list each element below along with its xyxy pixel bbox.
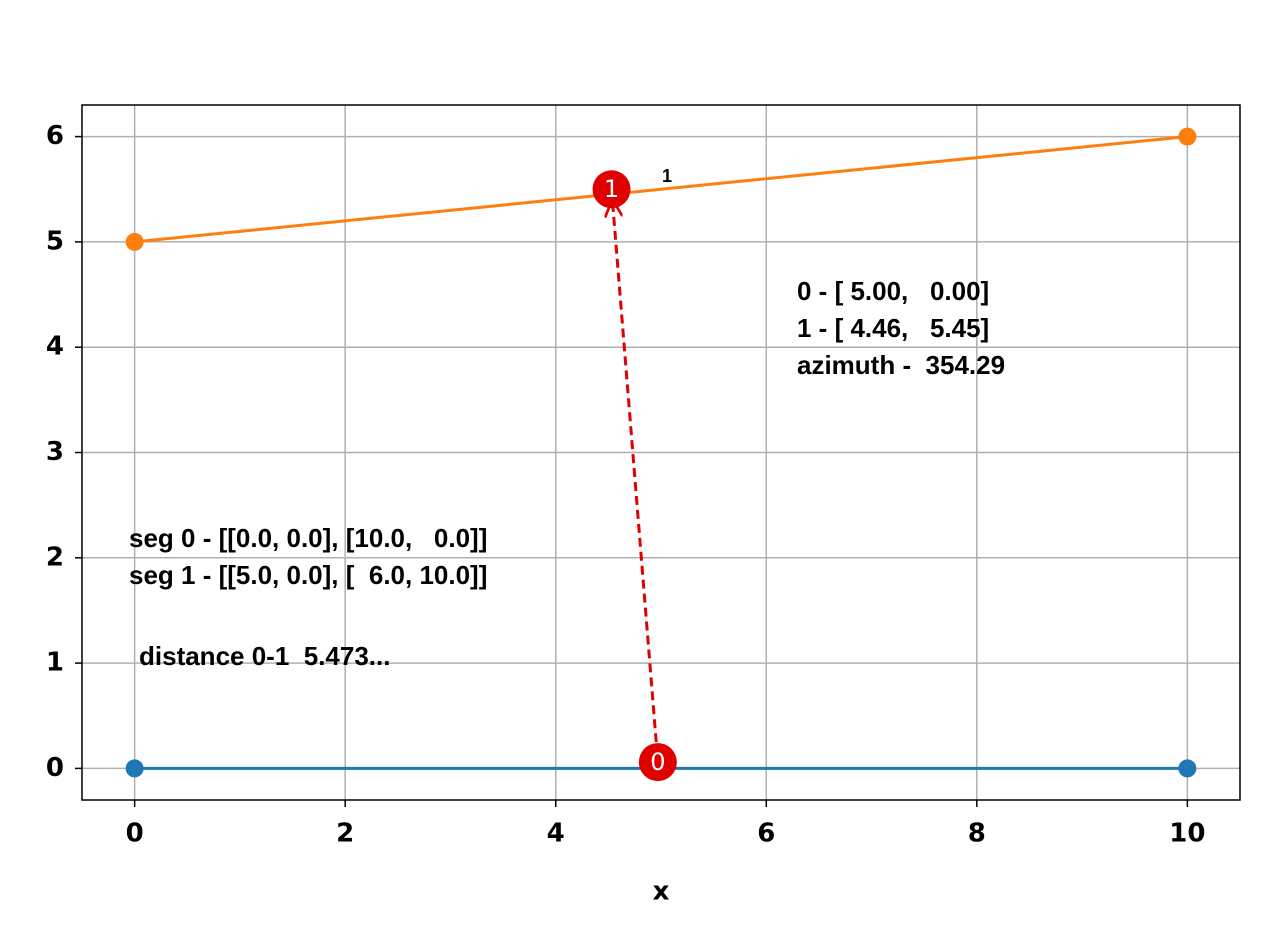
series-marker: [1178, 759, 1197, 778]
point-marker: [592, 170, 631, 209]
y-tick-label: 1: [46, 648, 64, 678]
y-tick-label: 0: [46, 753, 64, 783]
series-marker: [125, 759, 144, 778]
series-marker: [1178, 127, 1197, 146]
annotation: 1 - [ 4.46, 5.45]: [797, 313, 989, 343]
x-axis-label: x: [653, 877, 670, 907]
y-tick-label: 3: [46, 437, 64, 467]
series-marker: [125, 232, 144, 251]
annotation: 0 - [ 5.00, 0.00]: [797, 276, 989, 306]
series-line: [134, 135, 1188, 244]
point-marker: [638, 743, 677, 782]
y-tick-label: 6: [46, 121, 64, 151]
distance-arrow: [612, 201, 658, 743]
x-tick-label: 6: [757, 819, 775, 849]
x-tick-label: 10: [1169, 819, 1205, 849]
grid: [82, 105, 1240, 800]
y-tick-label: 5: [46, 226, 64, 256]
y-tick-label: 4: [46, 332, 64, 362]
x-tick-label: 4: [547, 819, 565, 849]
annotation: azimuth - 354.29: [797, 350, 1005, 380]
point-label: 0: [650, 748, 665, 776]
x-tick-label: 0: [126, 819, 144, 849]
marks: 01: [125, 127, 1197, 782]
point-label: 1: [604, 175, 619, 203]
x-tick-label: 8: [968, 819, 986, 849]
annotation: 1: [662, 166, 672, 186]
y-tick-label: 2: [46, 542, 64, 572]
annotation: seg 1 - [[5.0, 0.0], [ 6.0, 10.0]]: [129, 560, 487, 590]
annotation: distance 0-1 5.473...: [139, 641, 390, 671]
annotation: seg 0 - [[0.0, 0.0], [10.0, 0.0]]: [129, 523, 487, 553]
x-tick-label: 2: [336, 819, 354, 849]
